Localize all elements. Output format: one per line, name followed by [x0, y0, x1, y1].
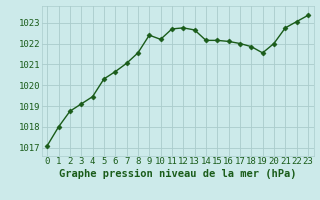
X-axis label: Graphe pression niveau de la mer (hPa): Graphe pression niveau de la mer (hPa): [59, 169, 296, 179]
